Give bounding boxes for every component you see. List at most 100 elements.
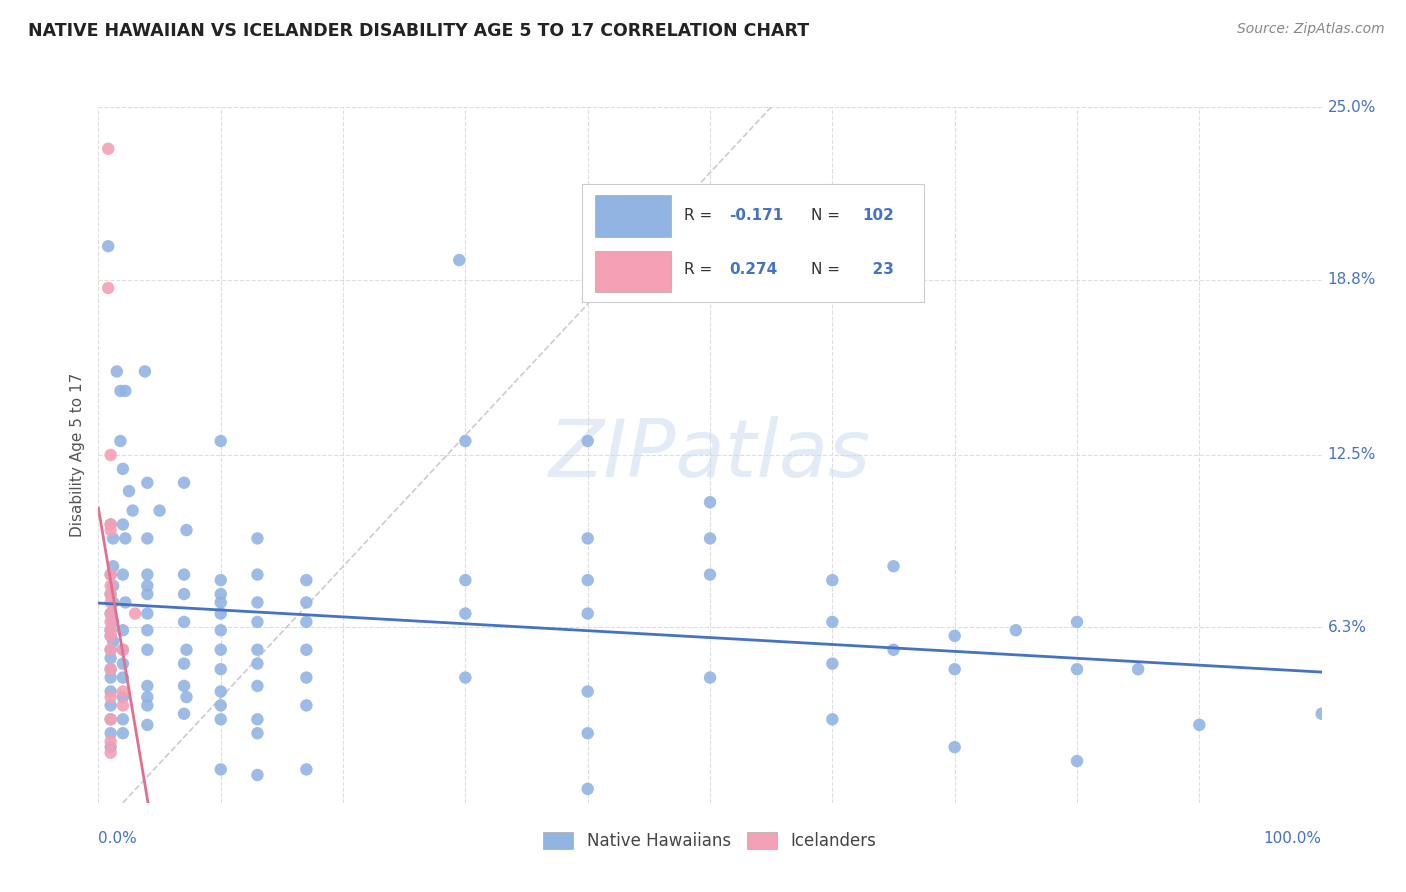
- Point: [100, 517, 122, 532]
- Point: [136, 579, 159, 593]
- Point: [576, 726, 599, 740]
- Point: [295, 573, 318, 587]
- Point: [114, 532, 136, 546]
- Point: [173, 587, 195, 601]
- Point: [100, 587, 122, 601]
- Text: 25.0%: 25.0%: [1327, 100, 1376, 114]
- Point: [111, 671, 134, 685]
- Point: [136, 567, 159, 582]
- Point: [136, 475, 159, 490]
- Point: [699, 495, 721, 509]
- Point: [100, 579, 122, 593]
- Point: [246, 679, 269, 693]
- Point: [111, 726, 134, 740]
- Point: [97, 239, 120, 253]
- Text: NATIVE HAWAIIAN VS ICELANDER DISABILITY AGE 5 TO 17 CORRELATION CHART: NATIVE HAWAIIAN VS ICELANDER DISABILITY …: [28, 22, 810, 40]
- Text: ZIPatlas: ZIPatlas: [548, 416, 872, 494]
- FancyBboxPatch shape: [595, 251, 671, 293]
- Point: [111, 712, 134, 726]
- Point: [100, 651, 122, 665]
- Point: [699, 532, 721, 546]
- Point: [209, 698, 232, 713]
- Point: [101, 615, 124, 629]
- Point: [100, 629, 122, 643]
- Point: [176, 642, 198, 657]
- Point: [246, 768, 269, 782]
- Point: [699, 567, 721, 582]
- Point: [1066, 662, 1088, 676]
- Point: [100, 567, 122, 582]
- Point: [246, 712, 269, 726]
- Point: [943, 662, 966, 676]
- Text: Source: ZipAtlas.com: Source: ZipAtlas.com: [1237, 22, 1385, 37]
- Text: N =: N =: [811, 262, 845, 277]
- Point: [173, 475, 195, 490]
- Point: [173, 657, 195, 671]
- Point: [100, 746, 122, 760]
- Point: [1128, 662, 1150, 676]
- Point: [576, 684, 599, 698]
- Point: [100, 448, 122, 462]
- Point: [111, 567, 134, 582]
- Point: [209, 712, 232, 726]
- Point: [295, 671, 318, 685]
- Point: [100, 642, 122, 657]
- Point: [100, 684, 122, 698]
- Point: [100, 607, 122, 621]
- Point: [136, 624, 159, 638]
- Point: [821, 712, 844, 726]
- Point: [111, 642, 134, 657]
- Point: [209, 434, 232, 448]
- Point: [136, 642, 159, 657]
- Point: [454, 671, 477, 685]
- Point: [100, 624, 122, 638]
- Point: [134, 364, 156, 378]
- Point: [149, 503, 172, 517]
- Text: 12.5%: 12.5%: [1327, 448, 1376, 462]
- Point: [101, 634, 124, 648]
- Point: [101, 595, 124, 609]
- Point: [100, 740, 122, 755]
- Point: [100, 523, 122, 537]
- Legend: Native Hawaiians, Icelanders: Native Hawaiians, Icelanders: [537, 826, 883, 857]
- Point: [101, 532, 124, 546]
- Point: [136, 587, 159, 601]
- Point: [111, 624, 134, 638]
- Point: [943, 629, 966, 643]
- Point: [97, 281, 120, 295]
- Point: [699, 671, 721, 685]
- Point: [1066, 754, 1088, 768]
- Point: [295, 595, 318, 609]
- Point: [100, 662, 122, 676]
- Text: 23: 23: [862, 262, 894, 277]
- Point: [111, 684, 134, 698]
- Point: [121, 503, 143, 517]
- Point: [100, 642, 122, 657]
- Point: [576, 434, 599, 448]
- Point: [100, 712, 122, 726]
- Point: [114, 384, 136, 398]
- Text: 18.8%: 18.8%: [1327, 272, 1376, 287]
- Point: [136, 532, 159, 546]
- Point: [124, 607, 146, 621]
- Point: [100, 624, 122, 638]
- Point: [246, 532, 269, 546]
- Point: [576, 532, 599, 546]
- Point: [821, 573, 844, 587]
- Point: [209, 763, 232, 777]
- Point: [454, 607, 477, 621]
- Point: [100, 712, 122, 726]
- Text: 6.3%: 6.3%: [1327, 620, 1367, 635]
- Point: [100, 615, 122, 629]
- Point: [821, 657, 844, 671]
- Text: R =: R =: [685, 262, 717, 277]
- Point: [114, 595, 136, 609]
- Point: [100, 517, 122, 532]
- Point: [209, 607, 232, 621]
- Point: [1188, 718, 1211, 732]
- Point: [100, 726, 122, 740]
- Point: [136, 698, 159, 713]
- Y-axis label: Disability Age 5 to 17: Disability Age 5 to 17: [70, 373, 86, 537]
- Point: [883, 642, 905, 657]
- Point: [173, 567, 195, 582]
